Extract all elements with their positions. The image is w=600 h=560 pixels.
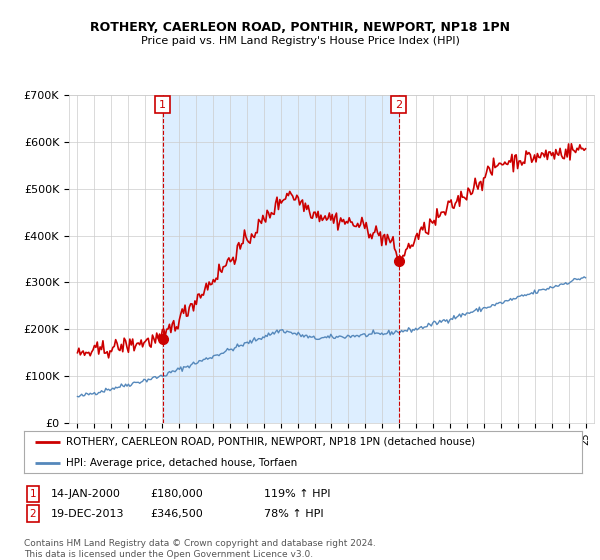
Text: 2: 2 [395,100,402,110]
Text: ROTHERY, CAERLEON ROAD, PONTHIR, NEWPORT, NP18 1PN (detached house): ROTHERY, CAERLEON ROAD, PONTHIR, NEWPORT… [66,437,475,447]
Text: HPI: Average price, detached house, Torfaen: HPI: Average price, detached house, Torf… [66,458,297,468]
Text: Contains HM Land Registry data © Crown copyright and database right 2024.
This d: Contains HM Land Registry data © Crown c… [24,539,376,559]
Text: £180,000: £180,000 [150,489,203,499]
Text: 1: 1 [160,100,166,110]
Text: £346,500: £346,500 [150,508,203,519]
Text: 1: 1 [29,489,37,499]
Bar [163,95,399,423]
Text: 2: 2 [29,508,37,519]
Text: 14-JAN-2000: 14-JAN-2000 [51,489,121,499]
Text: 19-DEC-2013: 19-DEC-2013 [51,508,125,519]
Text: ROTHERY, CAERLEON ROAD, PONTHIR, NEWPORT, NP18 1PN: ROTHERY, CAERLEON ROAD, PONTHIR, NEWPORT… [90,21,510,34]
Text: Price paid vs. HM Land Registry's House Price Index (HPI): Price paid vs. HM Land Registry's House … [140,36,460,46]
Text: 119% ↑ HPI: 119% ↑ HPI [264,489,331,499]
Text: 78% ↑ HPI: 78% ↑ HPI [264,508,323,519]
